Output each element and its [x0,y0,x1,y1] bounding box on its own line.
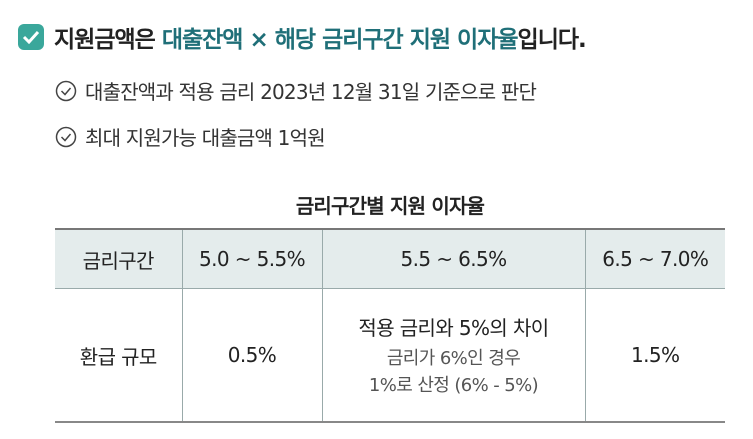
table: 금리구간 5.0 ~ 5.5% 5.5 ~ 6.5% 6.5 ~ 7.0% 환급… [55,228,725,423]
bullet: 최대 지원가능 대출금액 1억원 [55,122,326,151]
header-cell: 6.5 ~ 7.0% [584,228,725,289]
header-cell: 5.0 ~ 5.5% [181,228,323,289]
cell: 환급 규모 [55,288,183,423]
heading-text: 지원금액은 [54,27,162,53]
check-icon [18,24,44,50]
header-cell: 5.5 ~ 6.5% [321,228,586,289]
bullet-text: 최대 지원가능 대출금액 1억원 [85,126,326,150]
bullet: 대출잔액과 적용 금리 2023년 12월 31일 기준으로 판단 [55,76,537,105]
bullet-text: 대출잔액과 적용 금리 2023년 12월 31일 기준으로 판단 [85,80,537,104]
header-row: 금리구간 5.0 ~ 5.5% 5.5 ~ 6.5% 6.5 ~ 7.0% [55,228,725,289]
cell-note: 금리가 6%인 경우 [386,348,521,369]
cell-line: 적용 금리와 5%의 차이 [358,316,549,340]
heading: 지원금액은 대출잔액 × 해당 금리구간 지원 이자율 입니다. [18,20,587,54]
header-cell: 금리구간 [55,228,183,289]
table-title: 금리구간별 지원 이자율 [295,194,485,218]
cell-note: 1%로 산정 (6% - 5%) [368,375,539,396]
heading-text: 입니다. [517,27,587,53]
cell: 0.5% [181,288,323,423]
row: 환급 규모 0.5% 적용 금리와 5%의 차이 금리가 6%인 경우 1%로 … [55,288,725,423]
cell: 적용 금리와 5%의 차이 금리가 6%인 경우 1%로 산정 (6% - 5%… [321,288,586,423]
heading-highlight: 대출잔액 × 해당 금리구간 지원 이자율 [161,27,519,53]
cell: 1.5% [584,288,725,423]
